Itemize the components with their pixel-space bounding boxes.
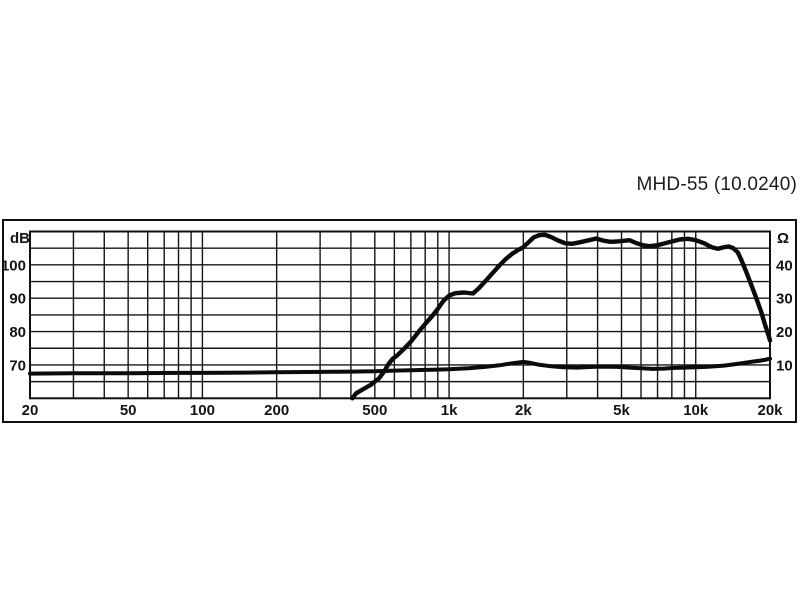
right-axis-tick-label: 40: [776, 257, 793, 274]
left-axis-tick-label: 100: [1, 257, 26, 274]
x-axis-tick-label: 10k: [683, 402, 709, 419]
x-axis-tick-label: 20: [22, 402, 39, 419]
left-axis-tick-label: 90: [9, 291, 26, 308]
x-axis-tick-label: 50: [120, 402, 137, 419]
right-axis-unit-label: Ω: [777, 230, 789, 247]
impedance-curve: [28, 356, 772, 376]
chart-title: MHD-55 (10.0240): [636, 174, 797, 195]
right-axis-tick-label: 20: [776, 324, 793, 341]
x-axis-tick-label: 100: [190, 402, 215, 419]
x-axis-tick-label: 2k: [515, 402, 532, 419]
left-axis-unit-label: dB: [10, 230, 30, 247]
right-axis-tick-label: 10: [776, 357, 793, 374]
right-axis-tick-label: 30: [776, 291, 793, 308]
left-axis-tick-label: 70: [9, 357, 26, 374]
x-axis-tick-label: 5k: [613, 402, 630, 419]
x-axis-tick-label: 20k: [757, 402, 783, 419]
chart-outer-frame: [2, 219, 797, 423]
plot-border: [29, 230, 771, 400]
sound-pressure-level-curve: [350, 232, 773, 401]
x-axis-tick-label: 200: [264, 402, 289, 419]
x-axis-tick-label: 500: [362, 402, 387, 419]
left-axis-tick-label: 80: [9, 324, 26, 341]
x-axis-tick-label: 1k: [441, 402, 458, 419]
